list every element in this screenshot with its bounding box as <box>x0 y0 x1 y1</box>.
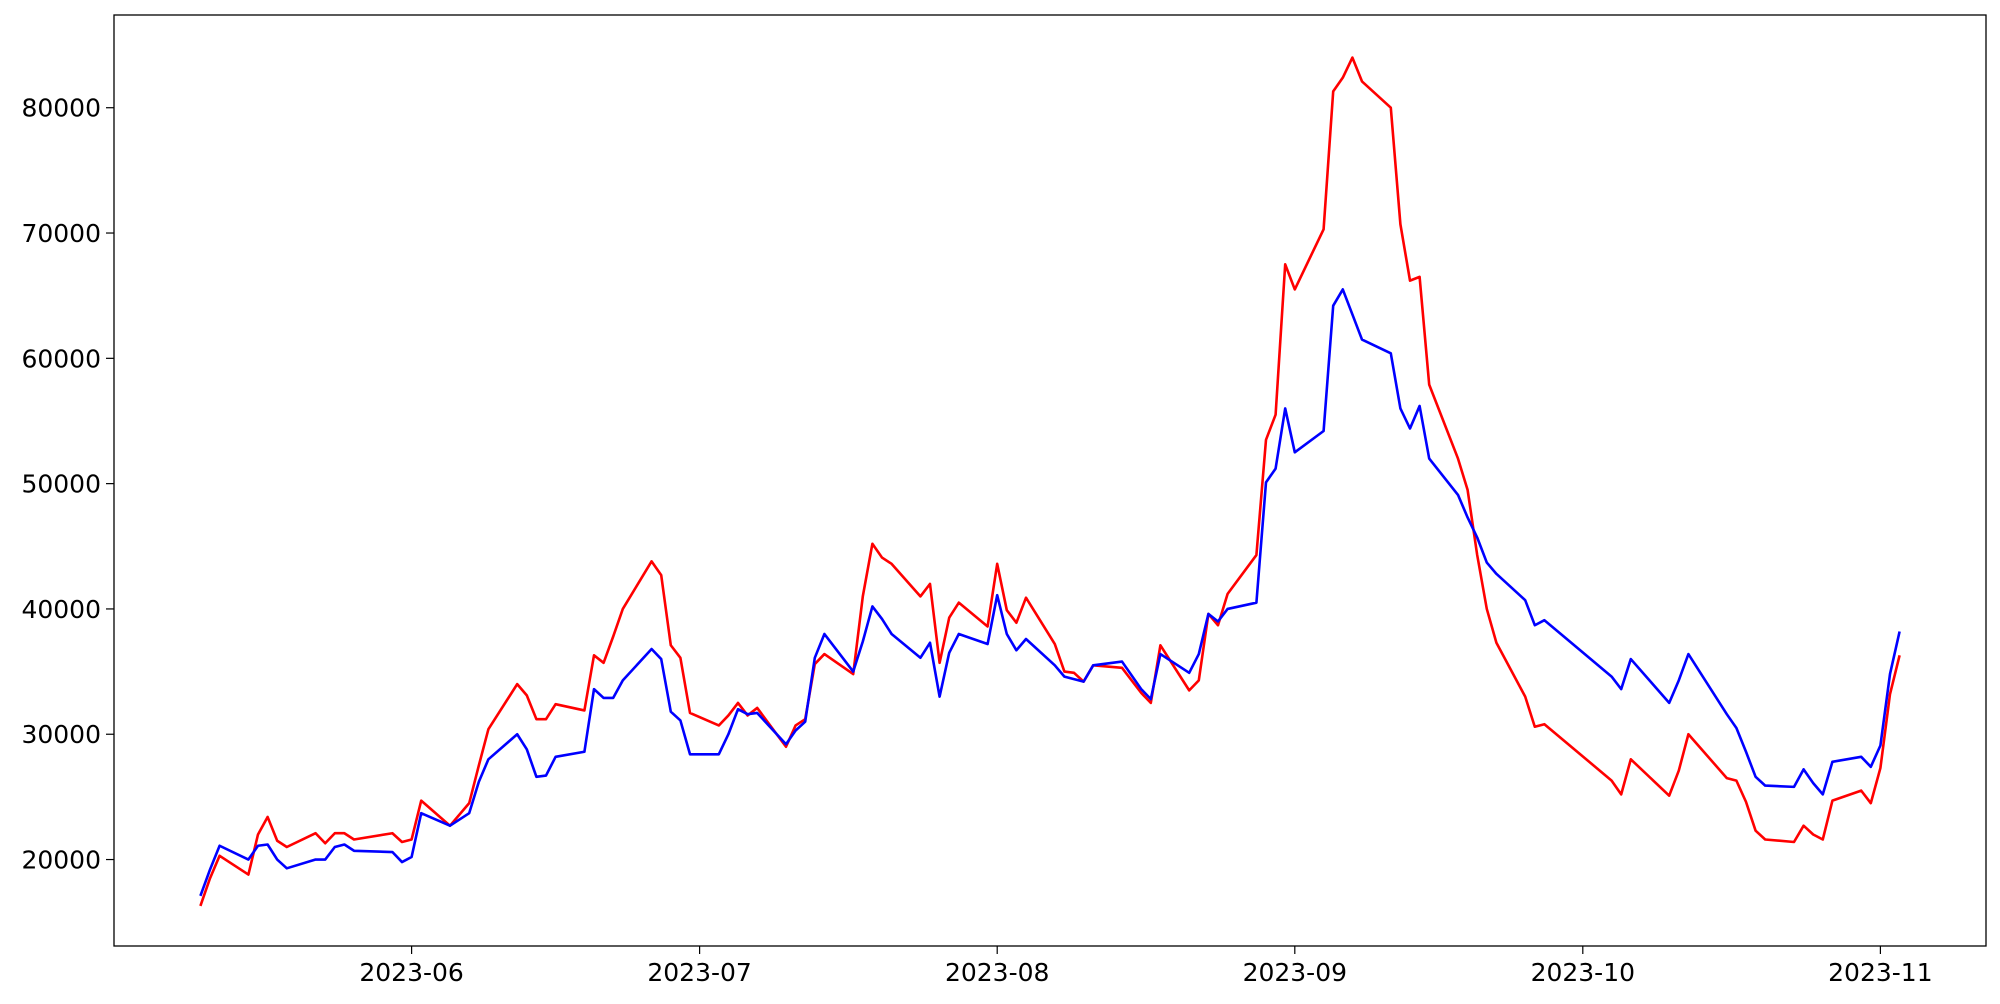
x-tick-label: 2023-07 <box>647 958 751 987</box>
y-tick-label: 30000 <box>21 720 101 749</box>
x-tick-label: 2023-09 <box>1243 958 1347 987</box>
y-tick-label: 40000 <box>21 595 101 624</box>
line-series <box>199 56 1901 907</box>
line-series <box>199 288 1901 897</box>
y-tick-label: 70000 <box>21 219 101 248</box>
y-tick-label: 60000 <box>21 344 101 373</box>
x-tick-label: 2023-10 <box>1531 958 1635 987</box>
x-tick-label: 2023-11 <box>1828 958 1932 987</box>
x-tick-label: 2023-08 <box>945 958 1049 987</box>
plot-frame <box>113 14 1987 947</box>
x-tick-label: 2023-06 <box>359 958 463 987</box>
y-tick-label: 50000 <box>21 470 101 499</box>
y-tick-label: 80000 <box>21 94 101 123</box>
y-tick-label: 20000 <box>21 846 101 875</box>
